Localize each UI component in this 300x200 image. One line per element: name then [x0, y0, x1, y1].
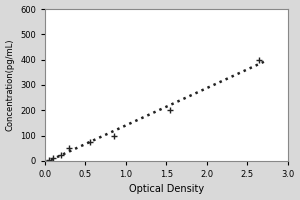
- X-axis label: Optical Density: Optical Density: [129, 184, 204, 194]
- Y-axis label: Concentration(pg/mL): Concentration(pg/mL): [6, 39, 15, 131]
